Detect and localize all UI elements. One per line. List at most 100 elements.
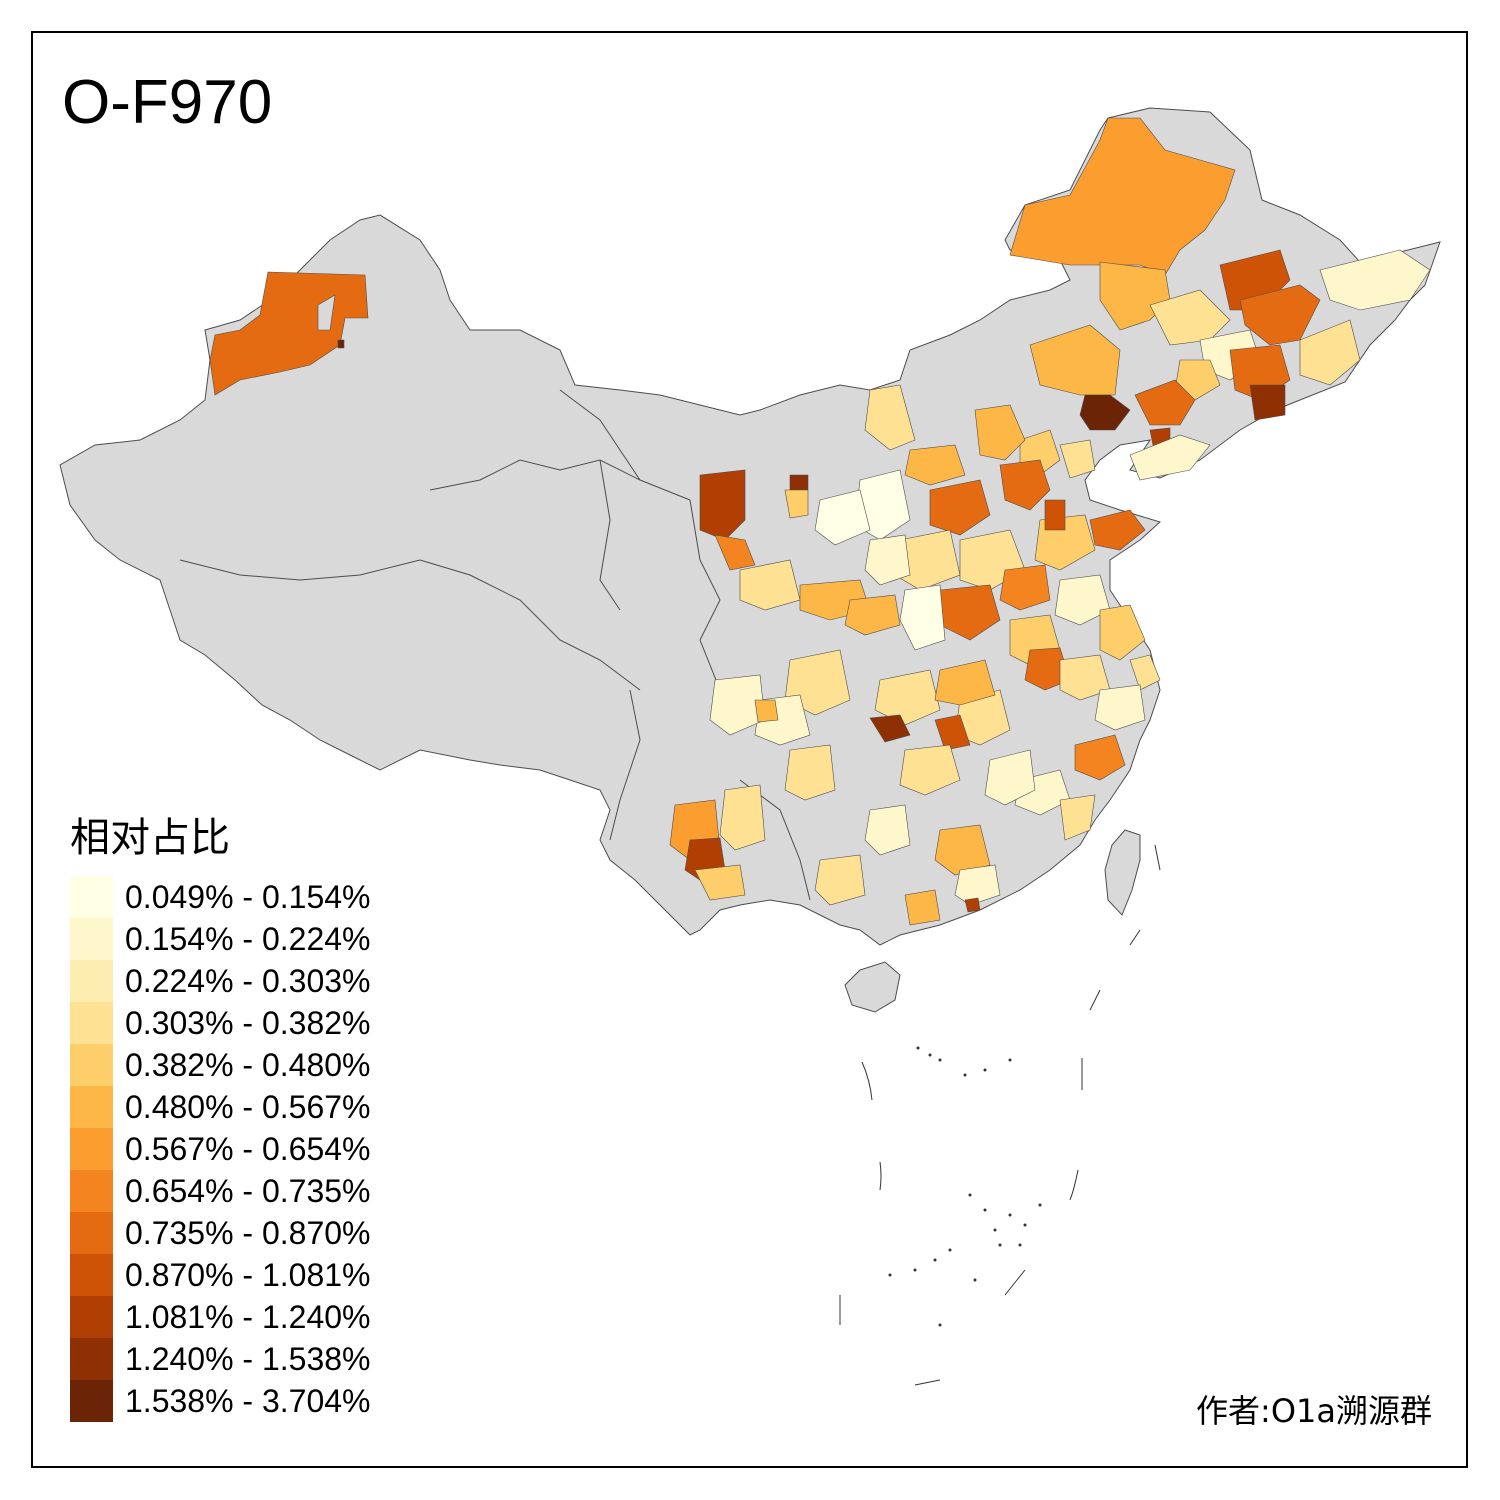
legend-label: 0.735% - 0.870% (125, 1214, 371, 1251)
region-zhejiang-n (1094, 684, 1146, 731)
legend-item: 0.567% - 0.654% (70, 1128, 371, 1170)
region-shenzhen (964, 897, 981, 913)
region-sichuan-w (709, 674, 766, 736)
legend-item: 0.480% - 0.567% (70, 1086, 371, 1128)
region-heilongjiang-w (1149, 289, 1231, 346)
region-jiangsu-c (1099, 604, 1146, 661)
region-xinjiang-dot (337, 339, 345, 349)
region-hebei-n (974, 404, 1026, 461)
region-wuwei-s (714, 534, 756, 571)
taiwan-island (1104, 829, 1141, 916)
region-zhengzhou (999, 564, 1051, 611)
legend-swatch (70, 1002, 113, 1044)
legend-label: 1.538% - 3.704% (125, 1382, 371, 1419)
legend-label: 0.303% - 0.382% (125, 1004, 371, 1041)
legend-label: 0.480% - 0.567% (125, 1088, 371, 1125)
legend-item: 0.654% - 0.735% (70, 1170, 371, 1212)
legend-label: 0.224% - 0.303% (125, 962, 371, 999)
region-yunnan-s (694, 864, 746, 901)
legend-swatch (70, 876, 113, 918)
legend-label: 0.654% - 0.735% (125, 1172, 371, 1209)
legend-item: 0.382% - 0.480% (70, 1044, 371, 1086)
region-liaoning-s (1129, 434, 1211, 481)
legend-swatch (70, 1086, 113, 1128)
legend-label: 0.567% - 0.654% (125, 1130, 371, 1167)
region-sichuan-s (784, 744, 836, 801)
region-chifeng (1029, 324, 1121, 396)
legend-item: 0.303% - 0.382% (70, 1002, 371, 1044)
region-chengdu (754, 699, 779, 723)
region-taiyuan (904, 444, 966, 486)
region-shanxi-c (929, 479, 991, 536)
region-jinan (1044, 499, 1066, 531)
legend-swatch (70, 1338, 113, 1380)
region-yunnan-e (719, 784, 766, 851)
south-china-sea-islands (839, 844, 1161, 1386)
region-sichuan-e (784, 649, 851, 716)
region-guangxi (904, 889, 941, 926)
legend-swatch (70, 1380, 113, 1422)
legend-label: 0.154% - 0.224% (125, 920, 371, 957)
region-chongqing (869, 714, 911, 743)
legend-rows: 0.049% - 0.154% 0.154% - 0.224% 0.224% - 0… (70, 876, 371, 1422)
region-hubei-c (934, 659, 996, 706)
region-jiangsu-n (1054, 574, 1111, 626)
legend-item: 0.735% - 0.870% (70, 1212, 371, 1254)
region-ningxia-n (789, 474, 809, 491)
region-wuhan (934, 714, 971, 751)
region-henan-s (899, 584, 946, 651)
author-credit: 作者:O1a溯源群 (1196, 1392, 1432, 1430)
region-tonghua (1249, 384, 1286, 421)
legend-label: 0.382% - 0.480% (125, 1046, 371, 1083)
region-hubei-w (874, 669, 941, 726)
region-liaoning-c (1134, 379, 1196, 426)
region-wenzhou (1074, 734, 1126, 781)
map-title: O-F970 (62, 68, 273, 137)
legend-swatch (70, 960, 113, 1002)
legend: 相对占比 0.049% - 0.154% 0.154% - 0.224% 0.224… (70, 818, 371, 1422)
legend-swatch (70, 1128, 113, 1170)
region-shanghai (1129, 654, 1161, 691)
region-ningxia (784, 489, 809, 519)
region-shenyang (1079, 394, 1131, 431)
legend-item: 0.224% - 0.303% (70, 960, 371, 1002)
region-guangzhou (954, 864, 1001, 906)
legend-swatch (70, 1212, 113, 1254)
legend-item: 1.538% - 3.704% (70, 1380, 371, 1422)
hainan-island (844, 961, 901, 1013)
region-hunan-n (899, 744, 961, 796)
legend-swatch (70, 1044, 113, 1086)
region-hefei (1024, 647, 1071, 691)
region-karamay (317, 294, 336, 331)
region-qingdao (1089, 509, 1146, 551)
region-hohhot (864, 384, 916, 451)
region-baotou (814, 489, 871, 546)
region-gansu-c (739, 559, 801, 611)
legend-swatch (70, 1254, 113, 1296)
region-tangshan (1059, 439, 1096, 479)
legend-swatch (70, 1170, 113, 1212)
region-heilongjiang-e (1319, 249, 1431, 311)
region-hunan-s (864, 804, 911, 856)
legend-item: 0.049% - 0.154% (70, 876, 371, 918)
legend-title: 相对占比 (70, 815, 230, 861)
legend-label: 0.870% - 1.081% (125, 1256, 371, 1293)
region-mudanjiang (1299, 319, 1361, 386)
legend-label: 0.049% - 0.154% (125, 878, 371, 915)
region-fujian-s (1059, 794, 1096, 841)
legend-item: 0.870% - 1.081% (70, 1254, 371, 1296)
south-china-sea-dots (888, 1046, 1042, 1327)
region-guizhou (814, 854, 866, 906)
region-anhui-s (1059, 654, 1111, 701)
region-xian (844, 594, 901, 636)
region-shaanxi-n (864, 534, 911, 586)
region-wuwei (699, 469, 746, 541)
legend-swatch (70, 918, 113, 960)
province-borders (179, 389, 811, 901)
china-landmass (59, 107, 1441, 946)
legend-item: 0.154% - 0.224% (70, 918, 371, 960)
region-hebei-c (999, 459, 1051, 511)
legend-label: 1.240% - 1.538% (125, 1340, 371, 1377)
legend-label: 1.081% - 1.240% (125, 1298, 371, 1335)
